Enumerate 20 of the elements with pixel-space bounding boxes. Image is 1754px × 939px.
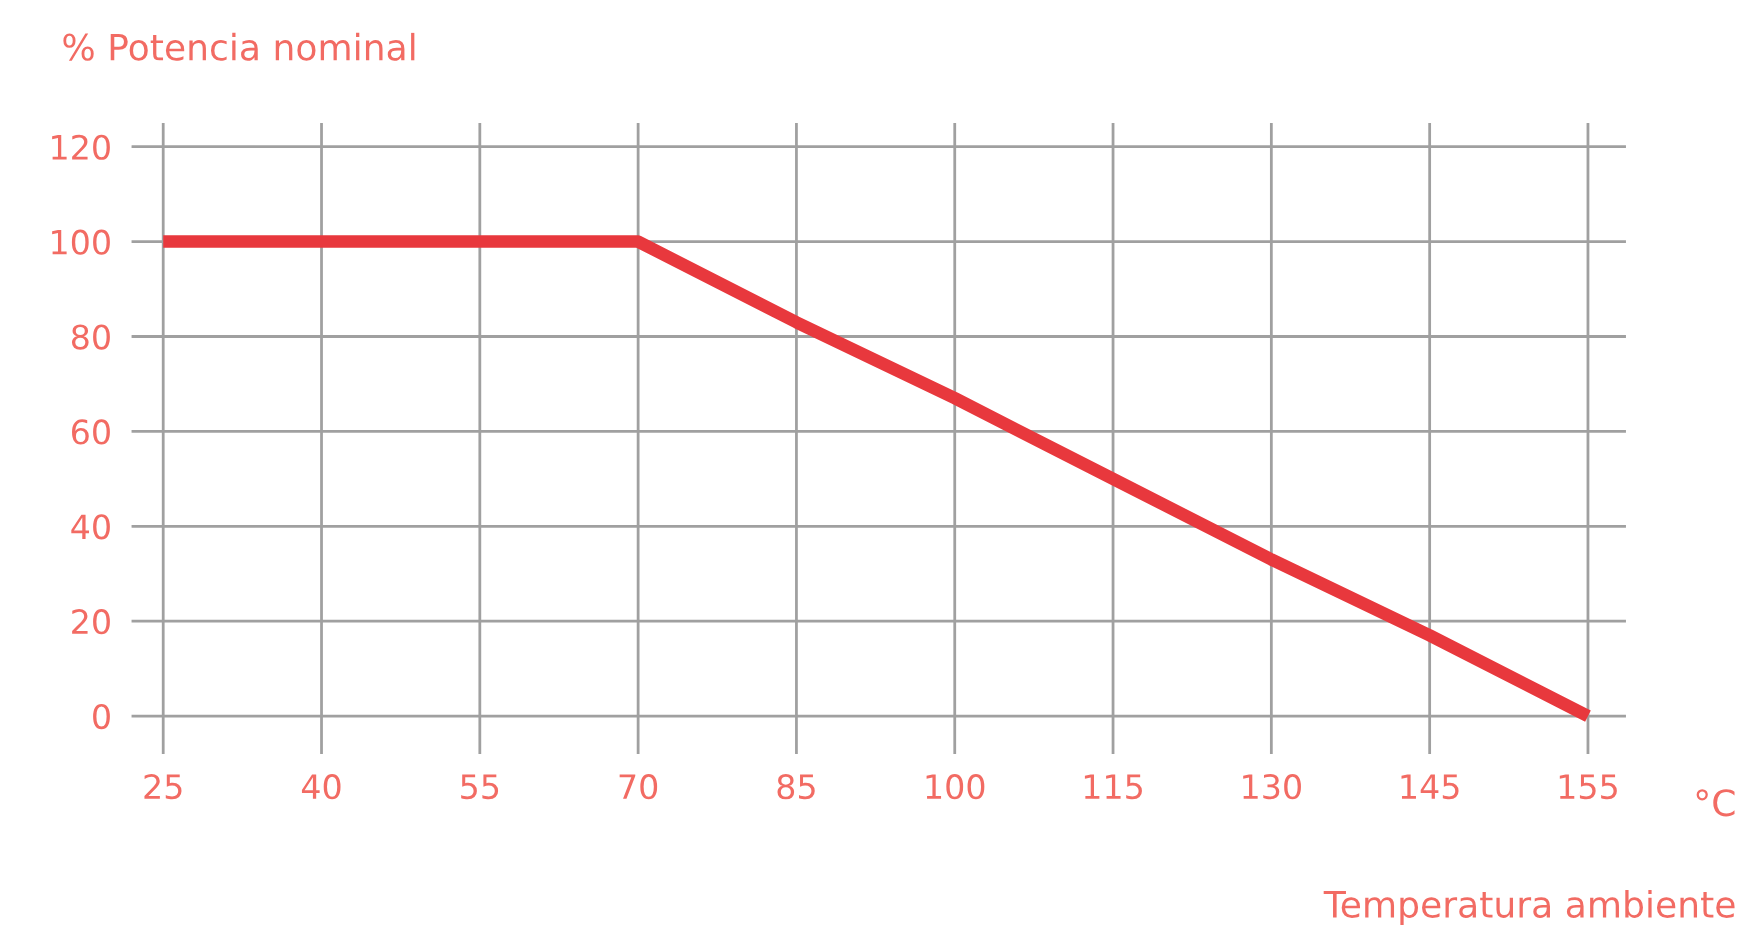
text: °C — [1696, 789, 1735, 817]
x-tick-label: 25 — [144, 774, 182, 800]
x-tick-label: 155 — [1559, 774, 1617, 800]
x-tick-label: 115 — [1084, 774, 1142, 800]
y-axis-title: % Potencia nominal — [63, 32, 415, 61]
y-tick-label: 0 — [93, 703, 110, 730]
x-tick-label: 40 — [301, 774, 341, 800]
y-tick-label: 120 — [52, 134, 110, 160]
y-tick-label: 20 — [72, 609, 110, 635]
x-tick-label: 55 — [461, 774, 499, 800]
x-tick-label: 70 — [619, 774, 658, 800]
x-tick-label: 100 — [926, 774, 985, 800]
y-tick-label: 100 — [52, 229, 110, 255]
y-tick-label: 80 — [71, 324, 110, 350]
x-tick-label: 145 — [1401, 774, 1459, 800]
y-tick-label: 40 — [71, 514, 110, 540]
y-tick-label: 60 — [72, 419, 110, 445]
x-tick-label: 130 — [1243, 774, 1301, 800]
x-tick-label: 85 — [777, 774, 815, 800]
x-axis-title: Temperatura ambiente — [1323, 889, 1735, 925]
